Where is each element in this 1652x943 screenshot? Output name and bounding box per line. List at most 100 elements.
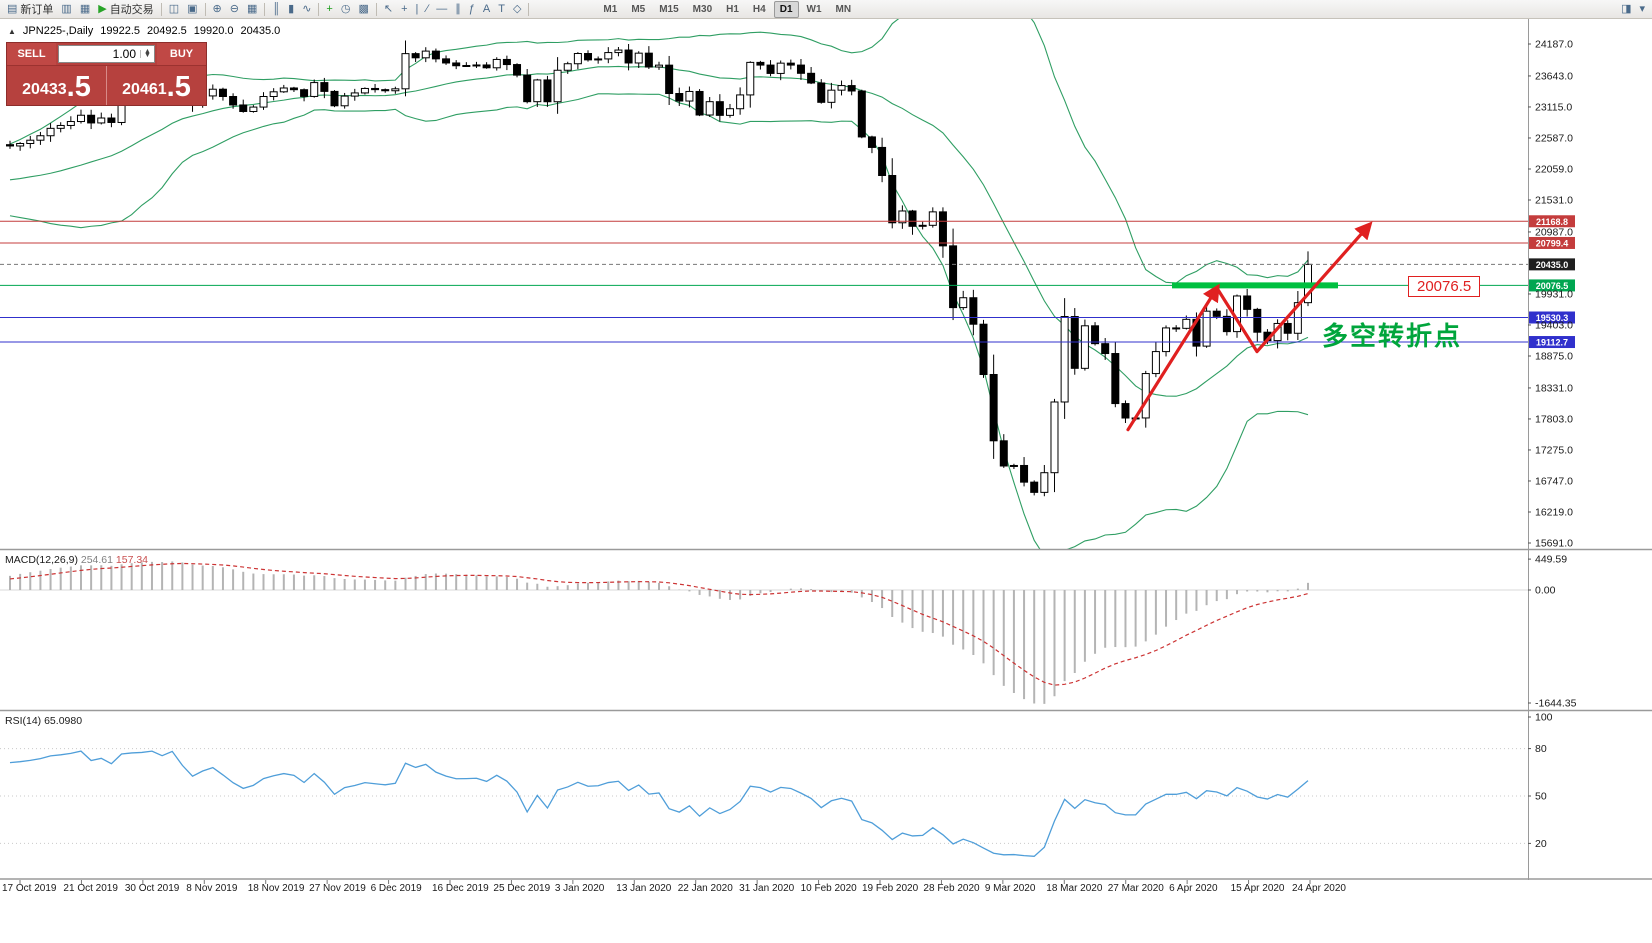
timeframe-m15-button[interactable]: M15 <box>659 3 679 15</box>
candle <box>1253 308 1262 333</box>
chart-candles-icon: ▮ <box>288 2 295 15</box>
price-callout-label[interactable]: 20076.5 <box>1408 276 1481 297</box>
toolbar-right-group: ◨ ▾ <box>1617 0 1649 19</box>
candle <box>837 85 846 91</box>
candle <box>1050 401 1059 474</box>
sell-price-frac: .5 <box>66 71 91 103</box>
spinner-up-icon[interactable]: ▲ <box>144 48 151 56</box>
chart-candles-button[interactable]: ▮ <box>284 0 298 19</box>
date-label: 3 Jan 2020 <box>555 883 605 894</box>
chart-window-button[interactable]: ◨ <box>1617 0 1635 19</box>
market-watch-button[interactable]: ▥ <box>57 0 75 19</box>
candle <box>675 93 684 102</box>
indicators-icon: + <box>326 2 333 15</box>
svg-text:20799.4: 20799.4 <box>1536 238 1569 248</box>
sell-button[interactable]: SELL <box>7 43 56 65</box>
rsi-axis-label: 80 <box>1535 743 1547 755</box>
buy-price[interactable]: 20461.5 <box>107 66 206 105</box>
candle <box>553 69 562 103</box>
candle <box>279 87 288 93</box>
candle <box>26 139 35 144</box>
timeframe-m5-button[interactable]: M5 <box>631 3 646 15</box>
timeframe-h4-button[interactable]: H4 <box>752 3 766 15</box>
autotrading-icon: ▶ <box>98 2 107 15</box>
periods-button[interactable]: ◷ <box>337 0 355 19</box>
profiles-icon: ▣ <box>187 2 198 15</box>
candle <box>472 64 481 67</box>
candle <box>513 64 522 76</box>
crosshair-icon: + <box>401 2 408 15</box>
timeframe-mn-button[interactable]: MN <box>835 3 852 15</box>
sell-price[interactable]: 20433.5 <box>7 66 107 105</box>
candle <box>817 82 826 103</box>
volume-spinner[interactable]: ▲ ▼ <box>140 48 154 59</box>
candle <box>604 52 613 60</box>
turning-point-text[interactable]: 多空转折点 <box>1322 321 1463 351</box>
label-button[interactable]: T <box>494 0 509 19</box>
new-chart-button[interactable]: ◫ <box>165 0 183 19</box>
text-button[interactable]: A <box>479 0 494 19</box>
candle <box>766 64 775 74</box>
hline-button[interactable]: — <box>432 0 451 19</box>
candle <box>1212 310 1221 317</box>
chart-bars-button[interactable]: ║ <box>268 0 284 19</box>
zoom-out-button[interactable]: ⊖ <box>226 0 243 19</box>
trendline-button[interactable]: ∕ <box>422 0 432 19</box>
trend-arrow-up-1[interactable] <box>1126 283 1220 432</box>
zoom-in-button[interactable]: ⊕ <box>209 0 226 19</box>
crosshair-button[interactable]: + <box>397 0 411 19</box>
tile-windows-button[interactable]: ▦ <box>243 0 261 19</box>
fibo-button[interactable]: ƒ <box>465 0 479 19</box>
candle <box>269 91 278 98</box>
vline-icon: | <box>415 2 419 15</box>
indicators-button[interactable]: + <box>322 0 336 19</box>
date-label: 28 Feb 2020 <box>923 883 980 894</box>
shapes-button[interactable]: ◇ <box>509 0 525 19</box>
volume-input[interactable]: 1.00 ▲ ▼ <box>58 45 155 63</box>
autotrading-button[interactable]: ▶ 自动交易 <box>94 0 157 19</box>
channel-button[interactable]: ∥ <box>451 0 465 19</box>
profiles-button[interactable]: ▣ <box>183 0 201 19</box>
price-axis-label: 20987.0 <box>1535 226 1573 238</box>
quote-close: 20435.0 <box>240 25 281 37</box>
trend-arrow-up-2[interactable] <box>1215 221 1373 354</box>
rsi-line <box>9 750 1309 857</box>
candle <box>949 245 958 309</box>
timeframe-h1-button[interactable]: H1 <box>726 3 739 15</box>
timeframe-m1-button[interactable]: M1 <box>603 3 618 15</box>
chart-line-button[interactable]: ∿ <box>298 0 315 19</box>
price-axis-label: 23115.0 <box>1535 101 1572 113</box>
buy-button[interactable]: BUY <box>157 43 206 65</box>
quote-low: 19920.0 <box>193 25 234 37</box>
candle <box>999 440 1008 467</box>
templates-button[interactable]: ▩ <box>354 0 372 19</box>
toolbar-separator <box>528 2 530 16</box>
toolbar-separator <box>318 2 320 16</box>
timeframe-d1-button[interactable]: D1 <box>773 0 799 18</box>
price-axis-label: 17275.0 <box>1535 444 1573 456</box>
candle <box>340 95 349 107</box>
hline-icon: — <box>436 2 448 15</box>
templates-icon: ▩ <box>358 2 369 15</box>
new-order-button[interactable]: ▤ 新订单 <box>3 0 57 19</box>
toolbar-separator <box>375 2 377 16</box>
candle <box>807 72 816 84</box>
navigator-button[interactable]: ▦ <box>76 0 94 19</box>
price-tag-19530.3 <box>1529 311 1575 324</box>
candle <box>442 58 451 64</box>
more-tools-button[interactable]: ▾ <box>1635 0 1649 19</box>
candle <box>1202 310 1211 347</box>
timeframe-m30-button[interactable]: M30 <box>692 3 713 15</box>
zoom-in-icon: ⊕ <box>212 2 222 15</box>
cursor-button[interactable]: ↖ <box>380 0 397 19</box>
date-label: 17 Oct 2019 <box>2 883 57 894</box>
symbol-collapse-icon[interactable]: ▲ <box>8 26 16 36</box>
date-label: 27 Nov 2019 <box>309 883 366 894</box>
vline-button[interactable]: | <box>412 0 423 19</box>
timeframe-w1-button[interactable]: W1 <box>806 3 822 15</box>
candle <box>1162 327 1171 353</box>
spinner-down-icon[interactable]: ▼ <box>144 52 151 59</box>
candle <box>76 114 85 123</box>
rsi-axis-label: 20 <box>1535 838 1547 850</box>
